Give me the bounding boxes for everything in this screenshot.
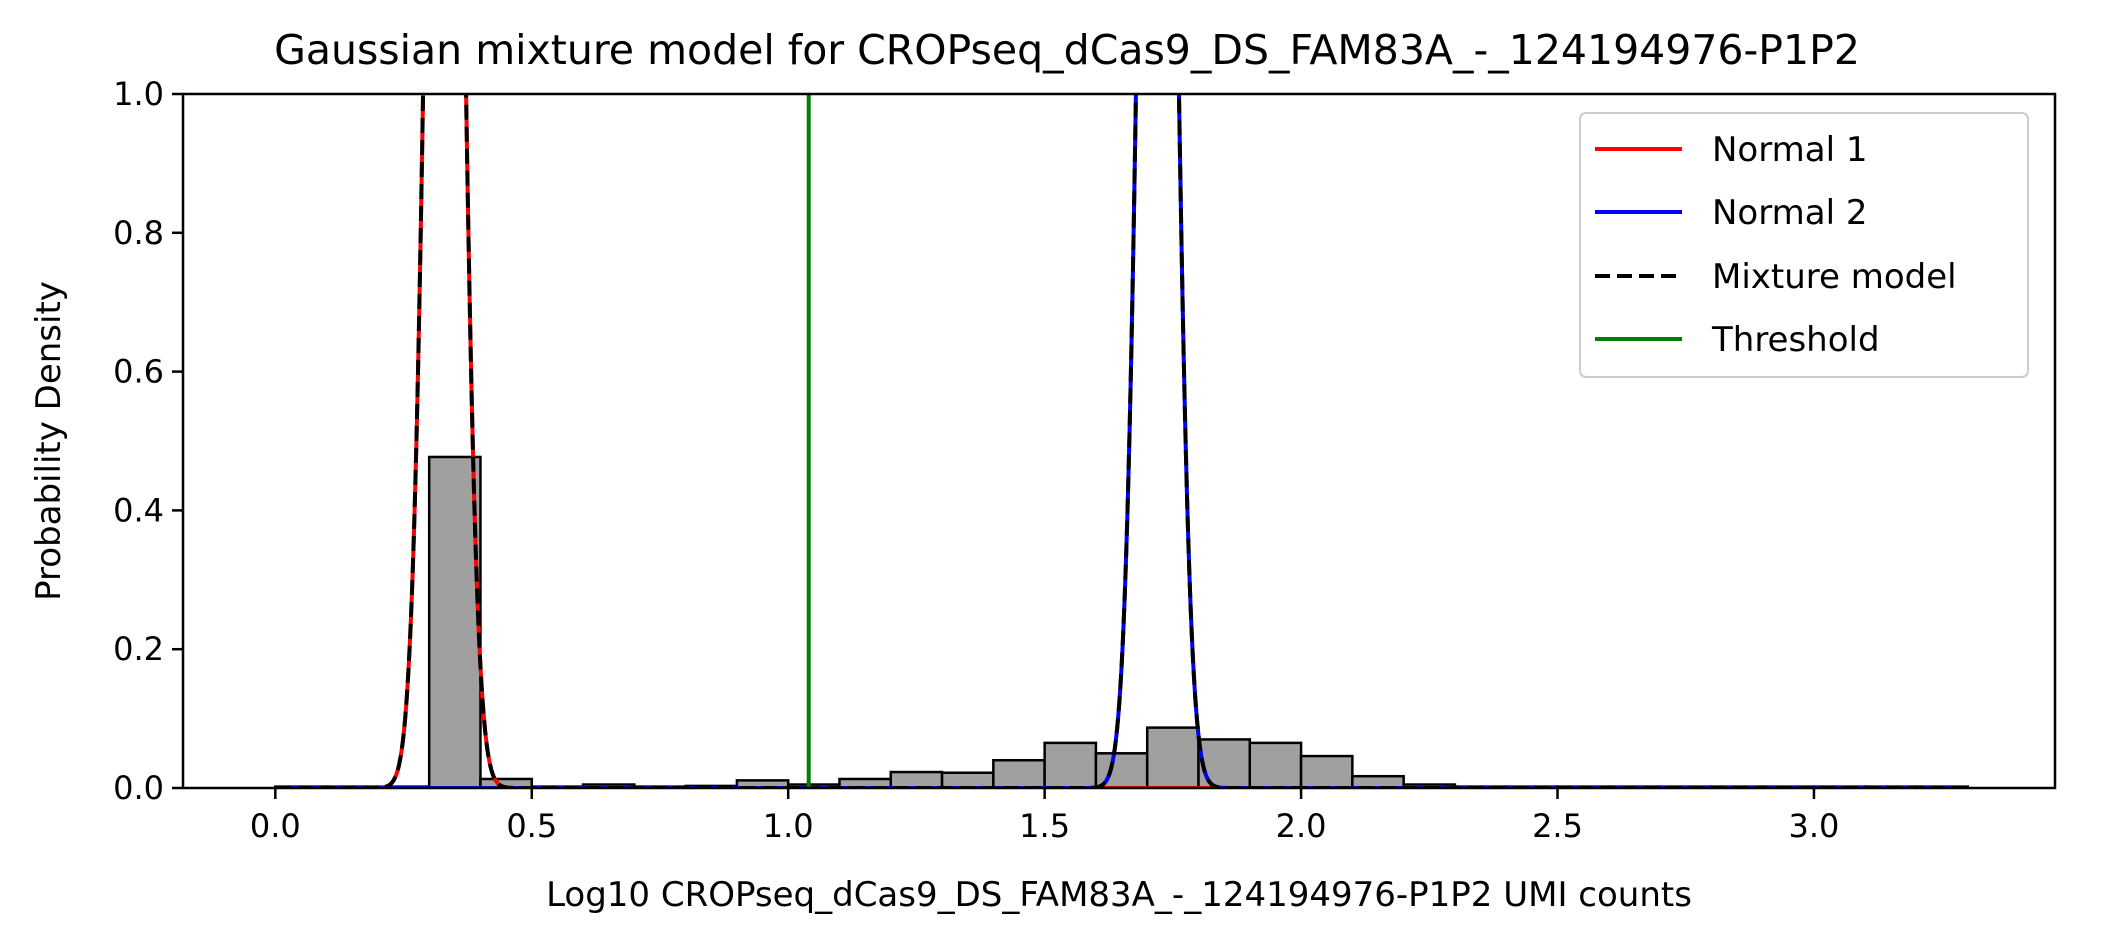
y-tick-label: 0.4 bbox=[113, 491, 164, 529]
y-tick-label: 0.6 bbox=[113, 353, 164, 391]
x-tick-label: 1.5 bbox=[1019, 807, 1070, 845]
x-tick-label: 2.5 bbox=[1532, 807, 1583, 845]
histogram-bar bbox=[427, 455, 482, 788]
legend: Normal 1 Normal 2 Mixture model Threshol… bbox=[1579, 112, 2029, 378]
plot-frame bbox=[181, 92, 2057, 790]
x-tick-label: 0.0 bbox=[250, 807, 301, 845]
y-tick-label: 0.2 bbox=[113, 630, 164, 668]
histogram-bar bbox=[889, 770, 944, 788]
legend-label-normal-2: Normal 2 bbox=[1712, 193, 1867, 233]
curve-mixture-model bbox=[274, 94, 1969, 788]
histogram-bar bbox=[1351, 774, 1405, 788]
x-tick-label: 2.0 bbox=[1276, 807, 1327, 845]
x-tick-label: 0.5 bbox=[506, 807, 557, 845]
y-axis-title: Probability Density bbox=[29, 281, 69, 601]
y-axis-ticks: 0.0 0.2 0.4 0.6 0.8 1.0 bbox=[113, 75, 183, 807]
density-curves bbox=[274, 94, 1969, 788]
histogram-bar bbox=[1248, 741, 1303, 788]
histogram-bar bbox=[1299, 754, 1354, 788]
chart-title: Gaussian mixture model for CROPseq_dCas9… bbox=[274, 26, 1860, 74]
x-tick-label: 1.0 bbox=[763, 807, 814, 845]
histogram-bar bbox=[940, 771, 995, 788]
legend-box bbox=[1579, 112, 2029, 378]
histogram-bar bbox=[1197, 738, 1252, 788]
histogram-bar bbox=[1043, 741, 1098, 788]
y-tick-label: 0.0 bbox=[113, 769, 164, 807]
x-tick-label: 3.0 bbox=[1789, 807, 1840, 845]
legend-label-normal-1: Normal 1 bbox=[1712, 130, 1867, 170]
y-tick-label: 1.0 bbox=[113, 75, 164, 113]
legend-label-mixture-model: Mixture model bbox=[1712, 257, 1957, 297]
y-tick-label: 0.8 bbox=[113, 214, 164, 252]
histogram-bar bbox=[1145, 726, 1200, 788]
x-axis-ticks: 0.0 0.5 1.0 1.5 2.0 2.5 3.0 bbox=[250, 788, 1840, 845]
legend-label-threshold: Threshold bbox=[1711, 320, 1880, 360]
histogram-bar bbox=[992, 758, 1046, 788]
x-axis-title: Log10 CROPseq_dCas9_DS_FAM83A_-_12419497… bbox=[546, 875, 1692, 915]
